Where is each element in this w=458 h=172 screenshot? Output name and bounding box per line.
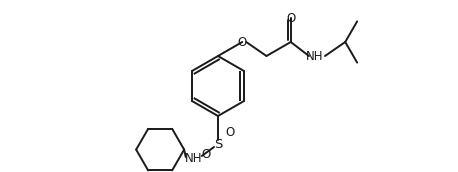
Text: O: O <box>225 126 234 139</box>
Text: O: O <box>286 12 295 25</box>
Text: NH: NH <box>185 152 202 164</box>
Text: O: O <box>202 148 211 162</box>
Text: O: O <box>238 35 247 49</box>
Text: NH: NH <box>306 50 324 62</box>
Text: S: S <box>214 137 222 150</box>
